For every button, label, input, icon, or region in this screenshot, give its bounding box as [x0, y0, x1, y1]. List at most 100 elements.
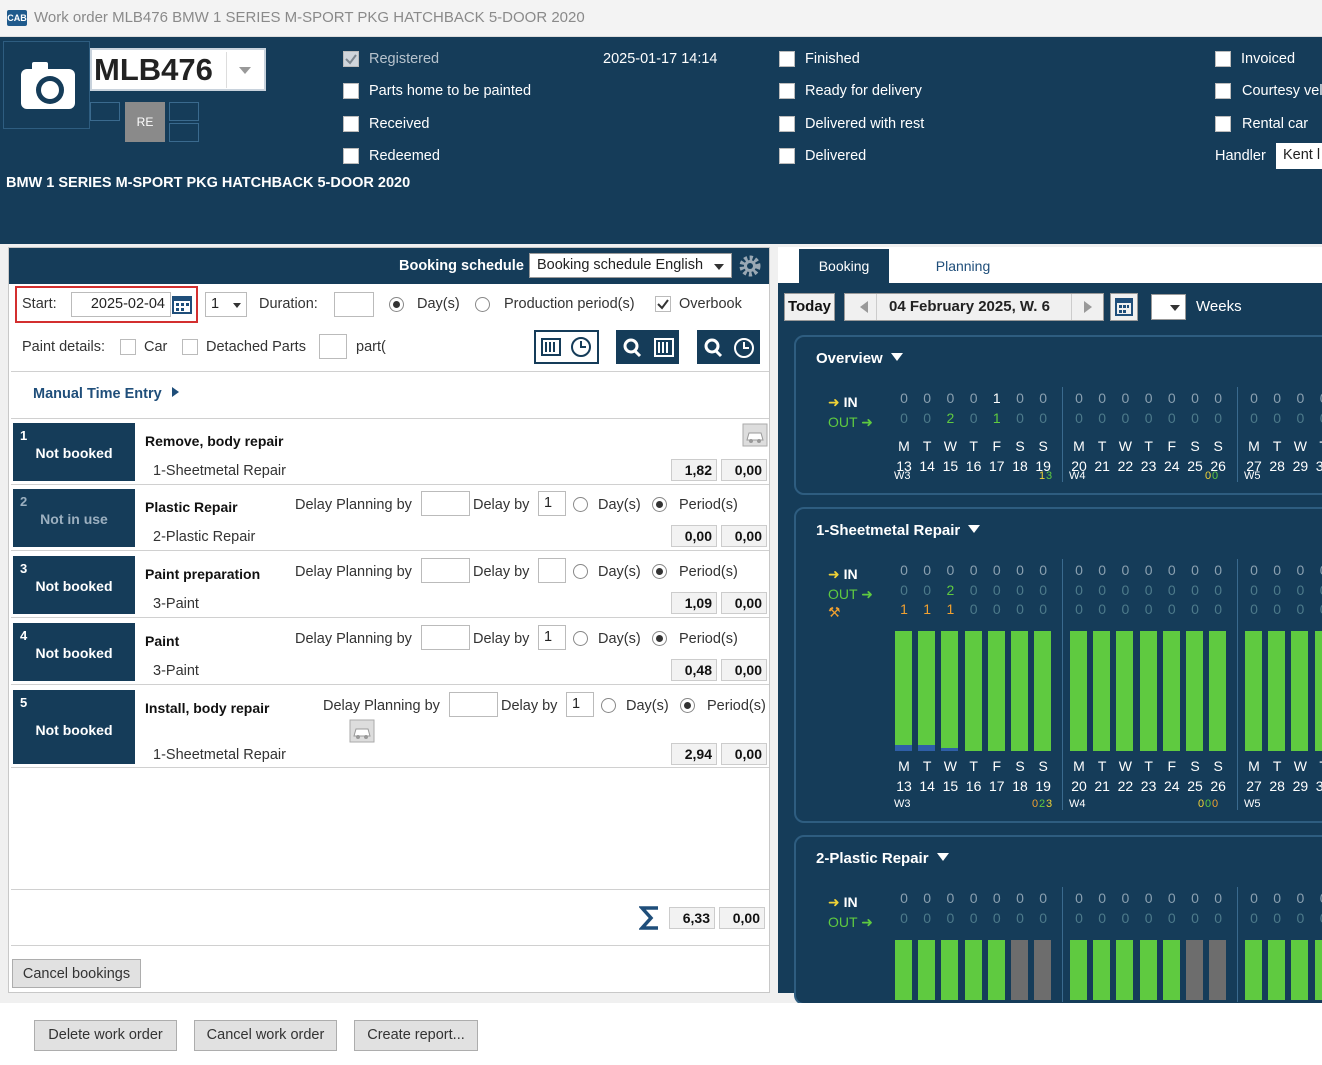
- production-radio[interactable]: [475, 297, 490, 312]
- search-schedule-button[interactable]: [616, 330, 679, 364]
- handler-field[interactable]: Kent l: [1276, 143, 1322, 169]
- start-date-input[interactable]: 2025-02-04: [71, 292, 171, 317]
- delivered-checkbox[interactable]: [779, 148, 795, 164]
- invoiced-checkbox[interactable]: [1215, 51, 1231, 67]
- day-date: 27: [1246, 778, 1262, 794]
- periods-radio[interactable]: [652, 497, 667, 512]
- weeks-select[interactable]: [1151, 294, 1186, 320]
- previous-week-button[interactable]: [845, 294, 877, 320]
- delay-planning-input[interactable]: [421, 558, 470, 583]
- calendar-picker-button[interactable]: [1110, 293, 1138, 321]
- re-button[interactable]: RE: [125, 102, 165, 142]
- thumb-slot[interactable]: [169, 102, 199, 121]
- count-cell: 1: [946, 601, 955, 617]
- car-part-icon[interactable]: [742, 423, 768, 447]
- count-cell: 0: [1121, 410, 1130, 426]
- days-label: Day(s): [417, 296, 460, 312]
- count-cell: 0: [1098, 582, 1107, 598]
- booking-row[interactable]: 2 Not in use Plastic Repair 2-Plastic Rep…: [11, 487, 769, 551]
- gear-icon[interactable]: [738, 254, 762, 278]
- delay-planning-input[interactable]: [449, 692, 498, 717]
- days-radio[interactable]: [573, 564, 588, 579]
- car-part-icon[interactable]: [349, 719, 375, 743]
- days-radio[interactable]: [389, 297, 404, 312]
- arrow-right-icon: ➜: [861, 586, 873, 602]
- tab-booking[interactable]: Booking: [799, 249, 889, 283]
- today-button[interactable]: Today: [784, 293, 835, 321]
- parts-painted-checkbox[interactable]: [343, 83, 359, 99]
- calendar-icon[interactable]: [172, 294, 192, 314]
- redeemed-checkbox[interactable]: [343, 148, 359, 164]
- schedule-value: Booking schedule English: [537, 257, 704, 273]
- booking-schedule-select[interactable]: Booking schedule English: [529, 253, 732, 278]
- registered-checkbox[interactable]: [343, 51, 359, 67]
- periods-radio[interactable]: [652, 564, 667, 579]
- arrow-right-icon: ➜: [828, 394, 840, 410]
- camera-button[interactable]: [3, 41, 90, 129]
- total-booked: 0,00: [719, 907, 765, 929]
- count-cell: 1: [923, 601, 932, 617]
- detached-checkbox[interactable]: [182, 339, 198, 355]
- duration-input[interactable]: [334, 292, 374, 317]
- count-cell: 0: [1273, 390, 1282, 406]
- count-select[interactable]: 1: [205, 292, 247, 317]
- car-checkbox[interactable]: [120, 339, 136, 355]
- cancel-work-order-button[interactable]: Cancel work order: [194, 1020, 337, 1051]
- received-checkbox[interactable]: [343, 116, 359, 132]
- delay-planning-input[interactable]: [421, 625, 470, 650]
- status-badge: 3 Not booked: [13, 556, 135, 614]
- week-divider: [1062, 887, 1063, 1002]
- count-cell: 0: [1273, 582, 1282, 598]
- count-cell: 0: [1016, 910, 1024, 926]
- next-week-button[interactable]: [1071, 294, 1103, 320]
- schedule-time-button[interactable]: [534, 330, 599, 364]
- foot-count: 2: [1039, 798, 1046, 810]
- day-letter: M: [1073, 438, 1085, 454]
- delay-by-input[interactable]: [538, 558, 566, 583]
- booking-row[interactable]: 4 Not booked Paint 3-Paint Delay Planning…: [11, 621, 769, 685]
- day-date: 13: [896, 458, 912, 474]
- count-cell: 0: [1016, 390, 1024, 406]
- manual-time-entry[interactable]: Manual Time Entry: [33, 386, 184, 402]
- periods-radio[interactable]: [680, 698, 695, 713]
- days-radio[interactable]: [601, 698, 616, 713]
- delay-by-input[interactable]: 1: [538, 625, 566, 650]
- caret-left-icon: [854, 301, 868, 313]
- courtesy-checkbox[interactable]: [1215, 83, 1231, 99]
- registration-select[interactable]: MLB476: [90, 48, 266, 91]
- week-number: W3: [894, 470, 911, 482]
- rental-checkbox[interactable]: [1215, 116, 1231, 132]
- delay-planning-input[interactable]: [421, 491, 470, 516]
- delay-by-input[interactable]: 1: [538, 491, 566, 516]
- create-report-button[interactable]: Create report...: [354, 1020, 478, 1051]
- delete-work-order-button[interactable]: Delete work order: [34, 1020, 177, 1051]
- days-radio[interactable]: [573, 497, 588, 512]
- ready-delivery-checkbox[interactable]: [779, 83, 795, 99]
- day-date: 21: [1094, 458, 1110, 474]
- overbook-checkbox[interactable]: [655, 296, 671, 312]
- finished-checkbox[interactable]: [779, 51, 795, 67]
- count-cell: 0: [1167, 390, 1176, 406]
- sheetmetal-header[interactable]: 1-Sheetmetal Repair: [816, 522, 981, 539]
- delivered-rest-checkbox[interactable]: [779, 116, 795, 132]
- chevron-down-icon[interactable]: [226, 52, 262, 88]
- booking-row[interactable]: 3 Not booked Paint preparation 3-Paint De…: [11, 554, 769, 618]
- cancel-bookings-button[interactable]: Cancel bookings: [12, 959, 141, 988]
- delay-by-input[interactable]: 1: [566, 692, 594, 717]
- thumb-slot[interactable]: [90, 102, 120, 121]
- thumb-slot[interactable]: [169, 123, 199, 142]
- booking-row[interactable]: 5 Not booked Install, body repair 1-Sheet…: [11, 688, 769, 768]
- row-number: 2: [20, 494, 28, 509]
- plastic-header[interactable]: 2-Plastic Repair: [816, 850, 949, 867]
- periods-radio[interactable]: [652, 631, 667, 646]
- days-radio[interactable]: [573, 631, 588, 646]
- part-input[interactable]: [319, 334, 347, 359]
- tab-planning[interactable]: Planning: [935, 258, 991, 274]
- count-cell: 0: [900, 390, 908, 406]
- search-time-button[interactable]: [697, 330, 760, 364]
- booking-row[interactable]: 1 Not booked Remove, body repair 1-Sheetm…: [11, 421, 769, 485]
- overview-header[interactable]: Overview: [816, 350, 903, 367]
- count-cell: 0: [1121, 582, 1130, 598]
- out-text: OUT: [828, 586, 858, 602]
- out-label: OUT ➜: [828, 914, 873, 931]
